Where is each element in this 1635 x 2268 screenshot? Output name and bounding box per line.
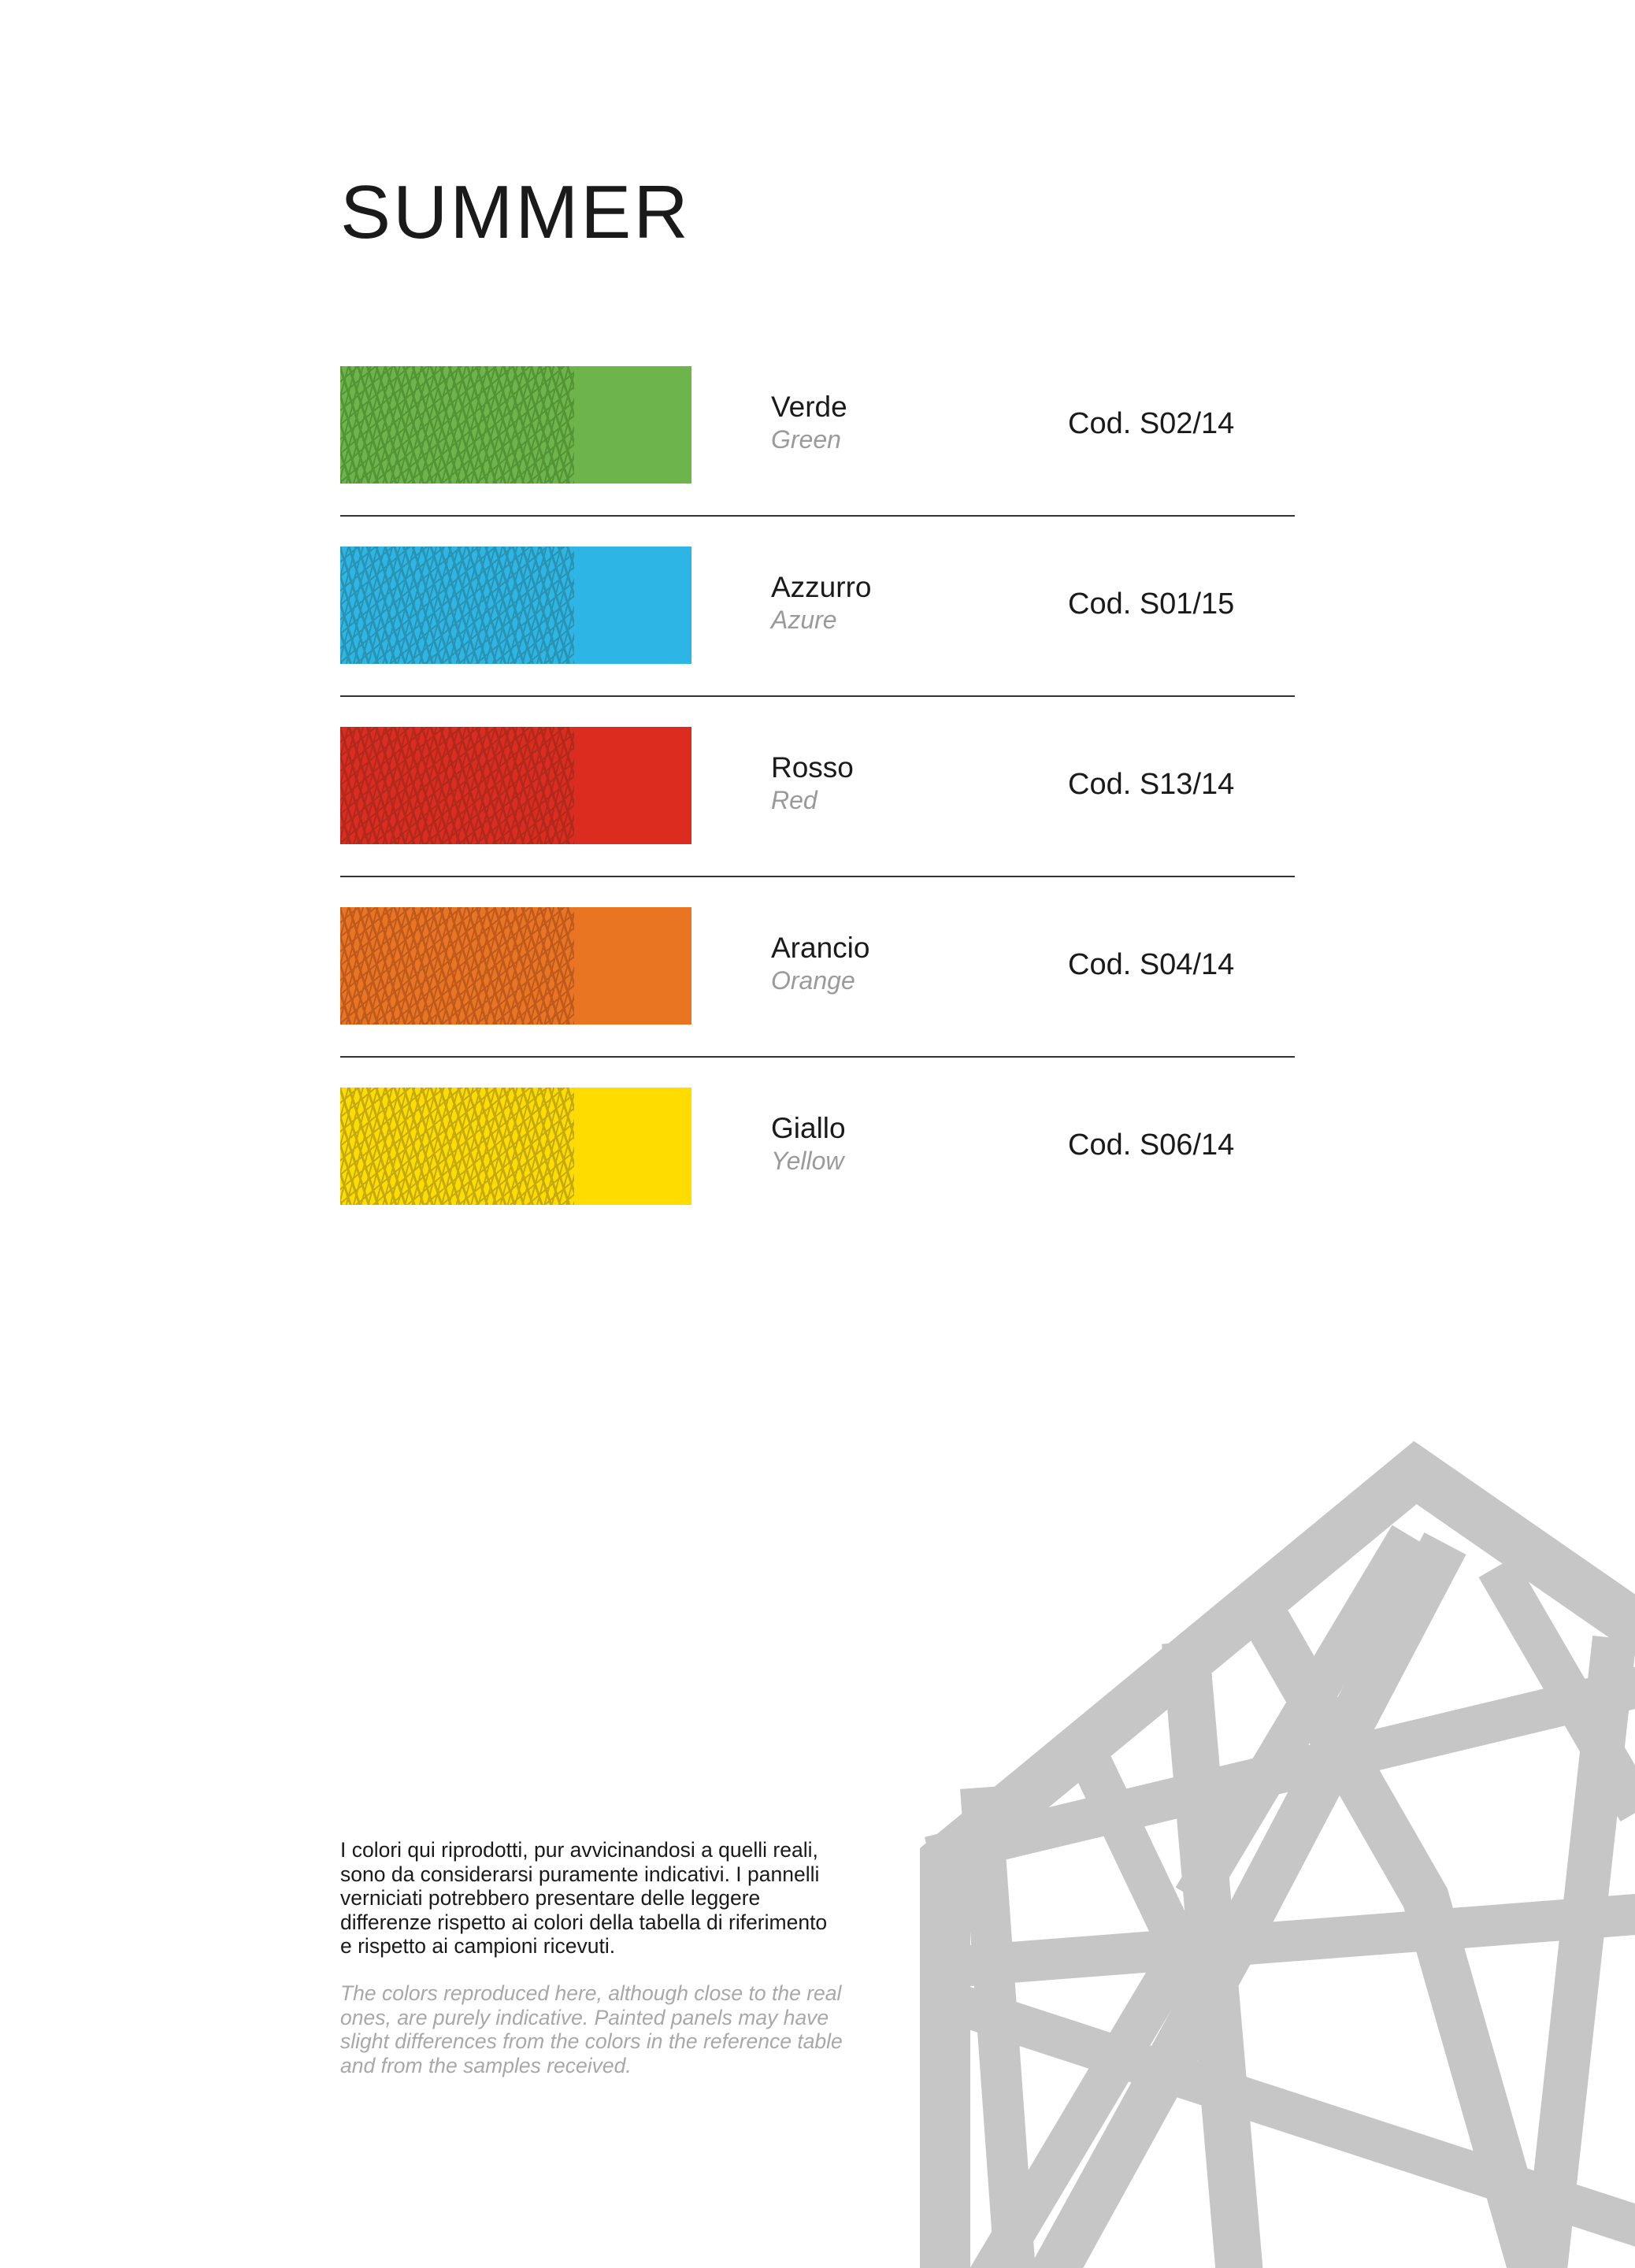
color-name: Giallo — [771, 1112, 846, 1144]
row-divider — [340, 515, 1295, 517]
disclaimer-italian: I colori qui riprodotti, pur avvicinando… — [340, 1838, 828, 1958]
logo-strut — [1523, 1635, 1635, 2268]
logo-strut — [928, 1894, 1635, 1989]
logo-strut — [970, 1942, 1199, 2268]
color-name-english: Azure — [771, 606, 837, 634]
texture-sample — [340, 366, 574, 484]
color-swatch — [340, 366, 691, 484]
color-row: Azzurro Azure Cod. S01/15 — [340, 547, 1295, 728]
row-divider — [340, 876, 1295, 877]
logo-strut — [1029, 1532, 1466, 2268]
color-name: Verde — [771, 391, 847, 423]
disclaimer-english: The colors reproduced here, although clo… — [340, 1981, 843, 2077]
texture-sample — [340, 547, 574, 664]
color-name-english: Green — [771, 425, 841, 454]
logo-strut — [960, 1786, 1036, 2268]
color-name-english: Orange — [771, 966, 855, 995]
page-title: SUMMER — [340, 170, 691, 254]
color-code: Cod. S02/14 — [1068, 407, 1235, 440]
color-swatch — [340, 547, 691, 664]
color-code: Cod. S13/14 — [1068, 768, 1235, 801]
color-row: Verde Green Cod. S02/14 — [340, 366, 1295, 547]
color-row: Giallo Yellow Cod. S06/14 — [340, 1088, 1295, 1269]
color-swatch — [340, 907, 691, 1025]
color-code: Cod. S04/14 — [1068, 948, 1235, 981]
row-divider — [340, 695, 1295, 697]
color-swatch — [340, 727, 691, 844]
color-name: Rosso — [771, 751, 854, 784]
color-name-english: Yellow — [771, 1147, 844, 1175]
color-row: Arancio Orange Cod. S04/14 — [340, 907, 1295, 1088]
color-code: Cod. S01/15 — [1068, 587, 1235, 621]
color-swatch — [340, 1088, 691, 1205]
color-code: Cod. S06/14 — [1068, 1128, 1235, 1162]
logo-strut — [1175, 1525, 1428, 1909]
texture-sample — [340, 727, 574, 844]
color-name: Arancio — [771, 932, 870, 964]
texture-sample — [340, 1088, 574, 1205]
color-name-english: Red — [771, 786, 818, 814]
row-divider — [340, 1056, 1295, 1058]
logo-strut — [1056, 1719, 1216, 1994]
logo-strut — [1166, 1962, 1259, 2118]
color-row: Rosso Red Cod. S13/14 — [340, 727, 1295, 908]
color-name: Azzurro — [771, 571, 872, 603]
texture-sample — [340, 907, 574, 1025]
